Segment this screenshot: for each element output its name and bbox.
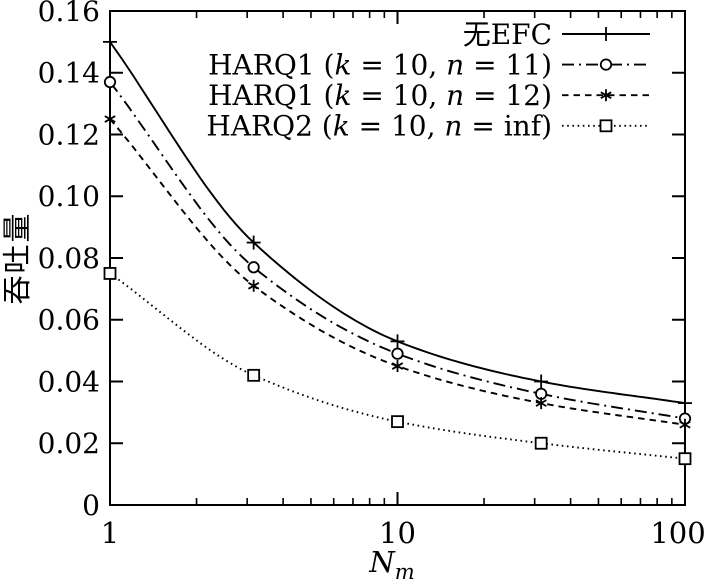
y-tick-label: 0.02 [38, 427, 100, 460]
series-2 [104, 113, 691, 431]
asterisk-marker [600, 89, 612, 102]
series-1 [103, 75, 692, 425]
square-marker [678, 452, 692, 466]
square-marker [103, 267, 117, 280]
y-tick-label: 0.04 [38, 365, 100, 398]
square-marker [391, 415, 404, 429]
y-tick-label: 0.06 [38, 304, 100, 337]
legend-label: HARQ2 (k = 10, n = inf) [206, 110, 552, 143]
x-axis-label-base: N [368, 545, 396, 579]
plus-marker [390, 334, 405, 349]
legend-label: HARQ1 (k = 10, n = 11) [208, 48, 552, 81]
circle-marker [247, 261, 260, 274]
square-marker [599, 119, 613, 133]
asterisk-marker [535, 397, 547, 410]
plus-marker [534, 374, 549, 389]
legend-entry-2: HARQ1 (k = 10, n = 12) [208, 79, 650, 112]
legend-label: HARQ1 (k = 10, n = 12) [208, 79, 552, 112]
y-tick-label: 0.16 [38, 0, 100, 28]
series-curve [109, 81, 686, 420]
square-marker [247, 368, 261, 382]
y-tick-label: 0.14 [38, 57, 100, 90]
x-axis-label-subscript: m [395, 560, 415, 584]
y-tick-label: 0.08 [38, 242, 100, 275]
square-marker [534, 436, 548, 450]
asterisk-marker [679, 418, 691, 431]
plus-marker [103, 34, 117, 49]
asterisk-marker [391, 360, 404, 373]
y-tick-label: 0.10 [38, 180, 100, 213]
legend-entry-0: 无EFC [463, 18, 650, 51]
legend-entry-3: HARQ2 (k = 10, n = inf) [206, 110, 650, 143]
plus-marker [246, 235, 261, 250]
legend-label: 无EFC [463, 18, 552, 51]
series-3 [103, 267, 692, 466]
series-0 [103, 34, 692, 411]
circle-marker [103, 75, 117, 89]
x-tick-label: 10 [379, 516, 416, 550]
asterisk-marker [104, 113, 116, 126]
x-tick-label: 100 [650, 516, 705, 550]
x-axis-label: Nm [368, 545, 414, 584]
series-curve [109, 118, 686, 426]
y-tick-label: 0 [82, 489, 100, 522]
plus-marker [678, 396, 692, 411]
circle-marker [391, 347, 404, 360]
circle-marker [599, 58, 613, 71]
series-layer [103, 34, 692, 466]
legend-entry-1: HARQ1 (k = 10, n = 11) [208, 48, 650, 81]
asterisk-marker [248, 279, 260, 292]
plus-marker [599, 27, 613, 41]
x-tick-label: 1 [101, 516, 119, 550]
y-axis-label: 吞吐量 [0, 211, 34, 304]
axis-ticks-layer: 0 0.02 0.04 0.06 0.08 0.10 0.12 0.14 0.16 1 10 100 [38, 0, 706, 550]
y-tick-label: 0.12 [38, 118, 100, 151]
